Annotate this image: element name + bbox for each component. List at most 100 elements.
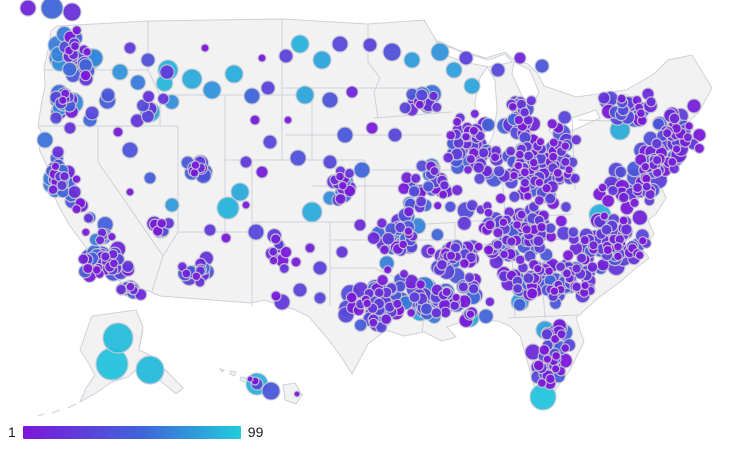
city-bubble[interactable]: [551, 364, 561, 374]
city-bubble[interactable]: [483, 244, 495, 256]
city-bubble[interactable]: [91, 265, 102, 275]
city-bubble[interactable]: [243, 87, 261, 105]
city-bubble[interactable]: [334, 192, 347, 205]
city-bubble[interactable]: [431, 101, 443, 113]
city-bubble[interactable]: [143, 171, 157, 185]
city-bubble[interactable]: [19, 0, 37, 17]
city-bubble[interactable]: [312, 260, 328, 276]
city-bubble[interactable]: [457, 281, 469, 293]
city-bubble[interactable]: [494, 192, 507, 205]
city-bubble[interactable]: [290, 256, 302, 268]
city-bubble[interactable]: [301, 201, 323, 223]
city-bubble[interactable]: [586, 261, 599, 273]
city-bubble[interactable]: [313, 291, 327, 305]
city-bubble[interactable]: [51, 145, 65, 159]
city-bubble[interactable]: [433, 200, 443, 211]
city-bubble[interactable]: [77, 253, 90, 265]
city-bubble[interactable]: [492, 239, 504, 250]
city-bubble[interactable]: [484, 219, 496, 231]
city-bubble[interactable]: [528, 157, 539, 168]
city-bubble[interactable]: [641, 181, 652, 192]
city-bubble[interactable]: [444, 200, 457, 213]
city-bubble[interactable]: [446, 250, 457, 261]
city-bubble[interactable]: [545, 373, 556, 385]
city-bubble[interactable]: [353, 218, 367, 232]
city-bubble[interactable]: [429, 166, 440, 177]
city-bubble[interactable]: [492, 164, 506, 178]
city-bubble[interactable]: [293, 390, 301, 398]
city-bubble[interactable]: [430, 307, 443, 319]
city-bubble[interactable]: [575, 252, 588, 264]
city-bubble[interactable]: [268, 255, 279, 266]
city-bubble[interactable]: [278, 263, 290, 275]
city-bubble[interactable]: [473, 241, 484, 252]
city-bubble[interactable]: [366, 231, 381, 246]
city-bubble[interactable]: [509, 170, 519, 181]
city-bubble[interactable]: [451, 184, 464, 197]
city-bubble[interactable]: [200, 43, 210, 53]
city-bubble[interactable]: [483, 207, 494, 218]
city-bubble[interactable]: [71, 204, 82, 215]
city-bubble[interactable]: [129, 74, 147, 91]
city-bubble[interactable]: [387, 127, 403, 143]
city-bubble[interactable]: [463, 164, 473, 175]
city-bubble[interactable]: [189, 168, 200, 178]
city-bubble[interactable]: [415, 195, 428, 208]
city-bubble[interactable]: [651, 154, 663, 166]
city-bubble[interactable]: [519, 107, 530, 118]
city-bubble[interactable]: [270, 233, 282, 245]
city-bubble[interactable]: [321, 91, 339, 109]
city-bubble[interactable]: [513, 160, 524, 171]
city-bubble[interactable]: [47, 184, 59, 196]
city-bubble[interactable]: [650, 137, 663, 150]
city-bubble[interactable]: [636, 108, 646, 119]
city-bubble[interactable]: [532, 235, 545, 248]
city-bubble[interactable]: [601, 193, 616, 208]
city-bubble[interactable]: [467, 283, 480, 295]
city-bubble[interactable]: [459, 258, 470, 269]
city-bubble[interactable]: [58, 95, 68, 106]
city-bubble[interactable]: [102, 322, 134, 354]
city-bubble[interactable]: [322, 154, 338, 170]
city-bubble[interactable]: [629, 197, 640, 209]
city-bubble[interactable]: [381, 231, 396, 246]
city-bubble[interactable]: [159, 64, 175, 80]
city-bubble[interactable]: [191, 271, 202, 282]
city-bubble[interactable]: [415, 279, 426, 290]
city-bubble[interactable]: [526, 287, 539, 300]
city-bubble[interactable]: [63, 121, 77, 135]
city-bubble[interactable]: [278, 48, 294, 64]
city-bubble[interactable]: [414, 99, 425, 110]
city-bubble[interactable]: [613, 251, 623, 262]
city-bubble[interactable]: [452, 116, 463, 127]
city-bubble[interactable]: [534, 177, 545, 188]
city-bubble[interactable]: [490, 152, 501, 163]
city-bubble[interactable]: [445, 130, 456, 141]
city-bubble[interactable]: [383, 265, 393, 275]
city-bubble[interactable]: [472, 161, 485, 174]
city-bubble[interactable]: [505, 145, 517, 157]
city-bubble[interactable]: [115, 283, 127, 296]
city-bubble[interactable]: [544, 192, 557, 205]
city-bubble[interactable]: [522, 191, 533, 201]
city-bubble[interactable]: [686, 98, 702, 114]
city-bubble[interactable]: [336, 126, 354, 144]
city-bubble[interactable]: [525, 94, 537, 107]
city-bubble[interactable]: [406, 307, 417, 318]
city-bubble[interactable]: [667, 156, 678, 167]
city-bubble[interactable]: [95, 347, 129, 381]
city-bubble[interactable]: [353, 161, 371, 179]
city-bubble[interactable]: [430, 227, 445, 242]
city-bubble[interactable]: [600, 223, 613, 236]
city-bubble[interactable]: [521, 224, 532, 235]
city-bubble[interactable]: [164, 197, 180, 213]
city-bubble[interactable]: [380, 313, 393, 326]
city-bubble[interactable]: [268, 246, 279, 257]
city-bubble[interactable]: [682, 132, 694, 143]
city-bubble[interactable]: [376, 273, 389, 287]
city-bubble[interactable]: [362, 37, 378, 53]
city-bubble[interactable]: [571, 263, 582, 274]
city-bubble[interactable]: [260, 80, 276, 96]
city-bubble[interactable]: [634, 250, 645, 261]
city-bubble[interactable]: [544, 222, 557, 235]
